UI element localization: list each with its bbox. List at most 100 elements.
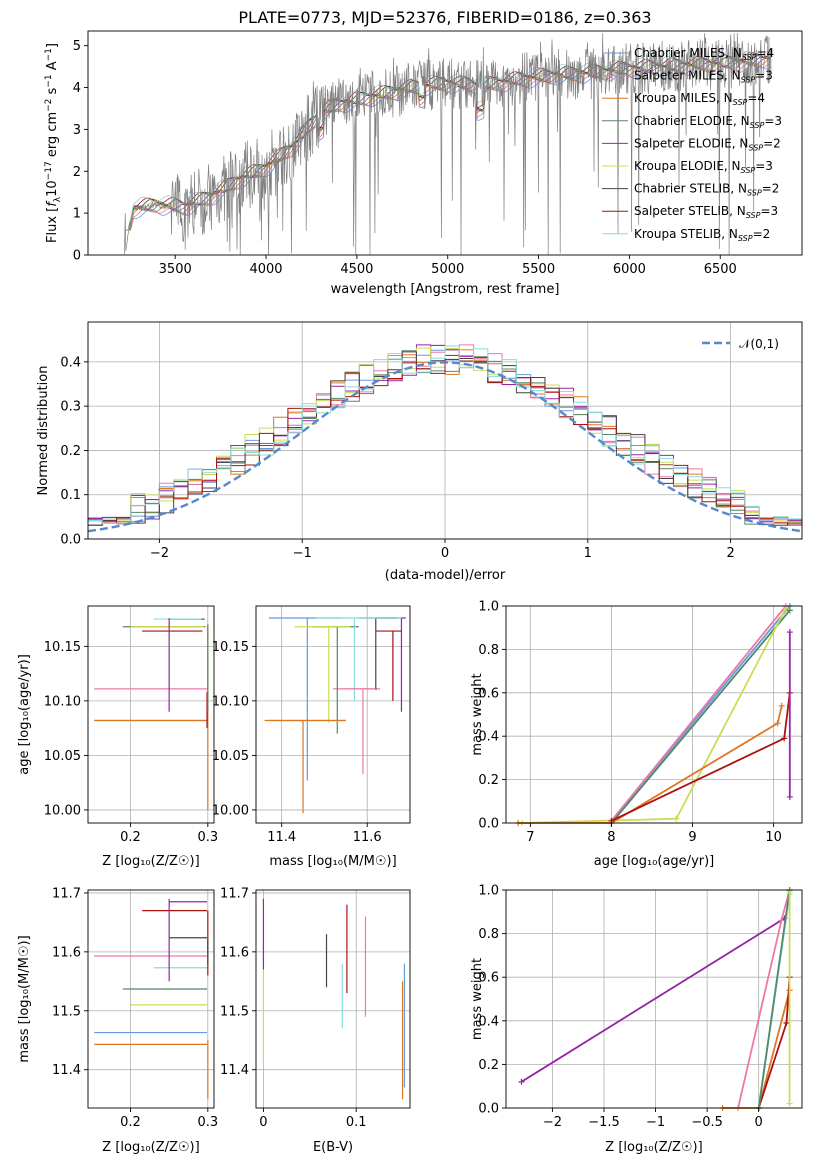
x-tick-label: 1 <box>584 546 592 561</box>
x-axis-label: wavelength [Angstrom, rest frame] <box>331 282 560 297</box>
y-axis-label: mass weight <box>470 673 485 755</box>
mass-weight-point <box>786 607 793 614</box>
y-tick-label: 11.7 <box>52 886 81 901</box>
y-tick-label: 11.4 <box>220 1063 249 1078</box>
mass-weight-point <box>786 629 793 636</box>
mass-weight-point <box>778 702 785 709</box>
panel-1-title: PLATE=0773, MJD=52376, FIBERID=0186, z=0… <box>238 8 651 27</box>
x-tick-label: 6000 <box>613 262 646 277</box>
y-tick-label: 11.5 <box>52 1004 81 1019</box>
mass-weight-line <box>722 990 791 1109</box>
legend-label: Salpeter STELIB, NSSP=3 <box>634 204 778 220</box>
x-tick-label: −0.5 <box>691 1115 723 1130</box>
y-tick-label: 0.2 <box>478 773 499 788</box>
legend-label: Salpeter ELODIE, NSSP=2 <box>634 136 781 152</box>
x-tick-label: 0.3 <box>197 1115 218 1130</box>
y-tick-label: 0.0 <box>478 817 499 832</box>
mass-weight-line <box>521 917 785 1083</box>
y-tick-label: 0 <box>73 249 81 264</box>
x-tick-label: 3500 <box>159 262 192 277</box>
x-axis-label: age [log₁₀(age/yr)] <box>594 854 715 869</box>
legend-label: Kroupa MILES, NSSP=4 <box>634 91 765 107</box>
x-tick-label: −2 <box>150 546 169 561</box>
y-tick-label: 11.7 <box>220 886 249 901</box>
legend-label: 𝒩(0,1) <box>739 337 779 351</box>
y-tick-label: 0.6 <box>478 971 499 986</box>
y-axis-label: age [log₁₀(age/yr)] <box>17 654 32 775</box>
x-tick-label: 6500 <box>704 262 737 277</box>
x-tick-label: 0 <box>259 1115 267 1130</box>
mass-weight-point <box>786 793 793 800</box>
y-tick-label: 11.5 <box>220 1004 249 1019</box>
y-tick-label: 0.8 <box>478 643 499 658</box>
residual-histogram <box>87 345 802 539</box>
y-tick-label: 10.15 <box>44 640 81 655</box>
y-tick-label: 10.10 <box>44 694 81 709</box>
observed-spectrum-line <box>123 33 772 256</box>
x-tick-label: 0.2 <box>120 830 141 845</box>
legend-label: Salpeter MILES, NSSP=3 <box>634 69 773 85</box>
axes-frame <box>255 605 411 824</box>
y-tick-label: 0.2 <box>60 444 81 459</box>
y-tick-label: 11.4 <box>52 1063 81 1078</box>
y-tick-label: 10.05 <box>44 749 81 764</box>
mass-weight-point <box>778 917 785 924</box>
x-tick-label: 11.4 <box>267 830 296 845</box>
mass-weight-point <box>673 815 680 822</box>
x-tick-label: 10 <box>765 830 782 845</box>
mass-weight-point <box>518 1078 525 1085</box>
x-tick-label: 4000 <box>249 262 282 277</box>
axes-frame <box>87 605 215 824</box>
x-axis-label: Z [log₁₀(Z/Z☉)] <box>102 854 199 869</box>
x-tick-label: 0 <box>755 1115 763 1130</box>
x-tick-label: 0.3 <box>197 830 218 845</box>
axes-frame <box>255 889 411 1109</box>
y-axis-label: mass weight <box>470 958 485 1040</box>
x-tick-label: −2 <box>543 1115 562 1130</box>
y-tick-label: 1.0 <box>478 884 499 899</box>
x-tick-label: −1.5 <box>588 1115 620 1130</box>
y-tick-label: 0.4 <box>478 1014 499 1029</box>
legend-label: Chabrier STELIB, NSSP=2 <box>634 182 779 198</box>
axes-frame <box>87 30 803 256</box>
y-tick-label: 0.2 <box>478 1058 499 1073</box>
panel-7 <box>256 890 410 1108</box>
y-tick-label: 0.3 <box>60 400 81 415</box>
y-axis-label: Normed distribution <box>36 366 51 496</box>
y-tick-label: 2 <box>73 165 81 180</box>
y-tick-label: 3 <box>73 123 81 138</box>
x-tick-label: −1 <box>293 546 312 561</box>
y-axis-label: mass [log₁₀(M/M☉)] <box>17 935 32 1062</box>
legend-label: Kroupa ELODIE, NSSP=3 <box>634 159 773 175</box>
x-tick-label: 5000 <box>431 262 464 277</box>
y-tick-label: 0.4 <box>478 730 499 745</box>
axes-frame <box>505 605 803 824</box>
y-tick-label: 4 <box>73 81 81 96</box>
y-tick-label: 5 <box>73 39 81 54</box>
x-tick-label: 2 <box>726 546 734 561</box>
legend-label: Chabrier ELODIE, NSSP=3 <box>634 114 782 130</box>
x-tick-label: 0 <box>441 546 449 561</box>
y-tick-label: 1 <box>73 207 81 222</box>
y-tick-label: 0.6 <box>478 686 499 701</box>
y-axis-label: Flux [fλ10−17 erg cm−2 s−1 A−1] <box>44 43 63 243</box>
x-tick-label: 0.2 <box>120 1115 141 1130</box>
x-tick-label: 11.6 <box>353 830 382 845</box>
x-tick-label: 5500 <box>522 262 555 277</box>
axes-frame <box>87 889 215 1109</box>
y-tick-label: 11.6 <box>220 945 249 960</box>
x-axis-label: mass [log₁₀(M/M☉)] <box>269 854 396 869</box>
x-tick-label: 7 <box>526 830 534 845</box>
mass-weight-point <box>774 720 781 727</box>
x-axis-label: E(B-V) <box>313 1140 353 1155</box>
mass-weight-line <box>610 605 787 822</box>
mass-weight-line <box>518 705 783 824</box>
y-tick-label: 1.0 <box>478 600 499 615</box>
panel-5 <box>506 605 802 824</box>
y-tick-label: 10.10 <box>212 694 249 709</box>
normal-distribution-curve <box>87 361 803 533</box>
mass-weight-point <box>783 1019 790 1026</box>
axes-frame <box>505 889 803 1109</box>
y-tick-label: 10.00 <box>44 803 81 818</box>
